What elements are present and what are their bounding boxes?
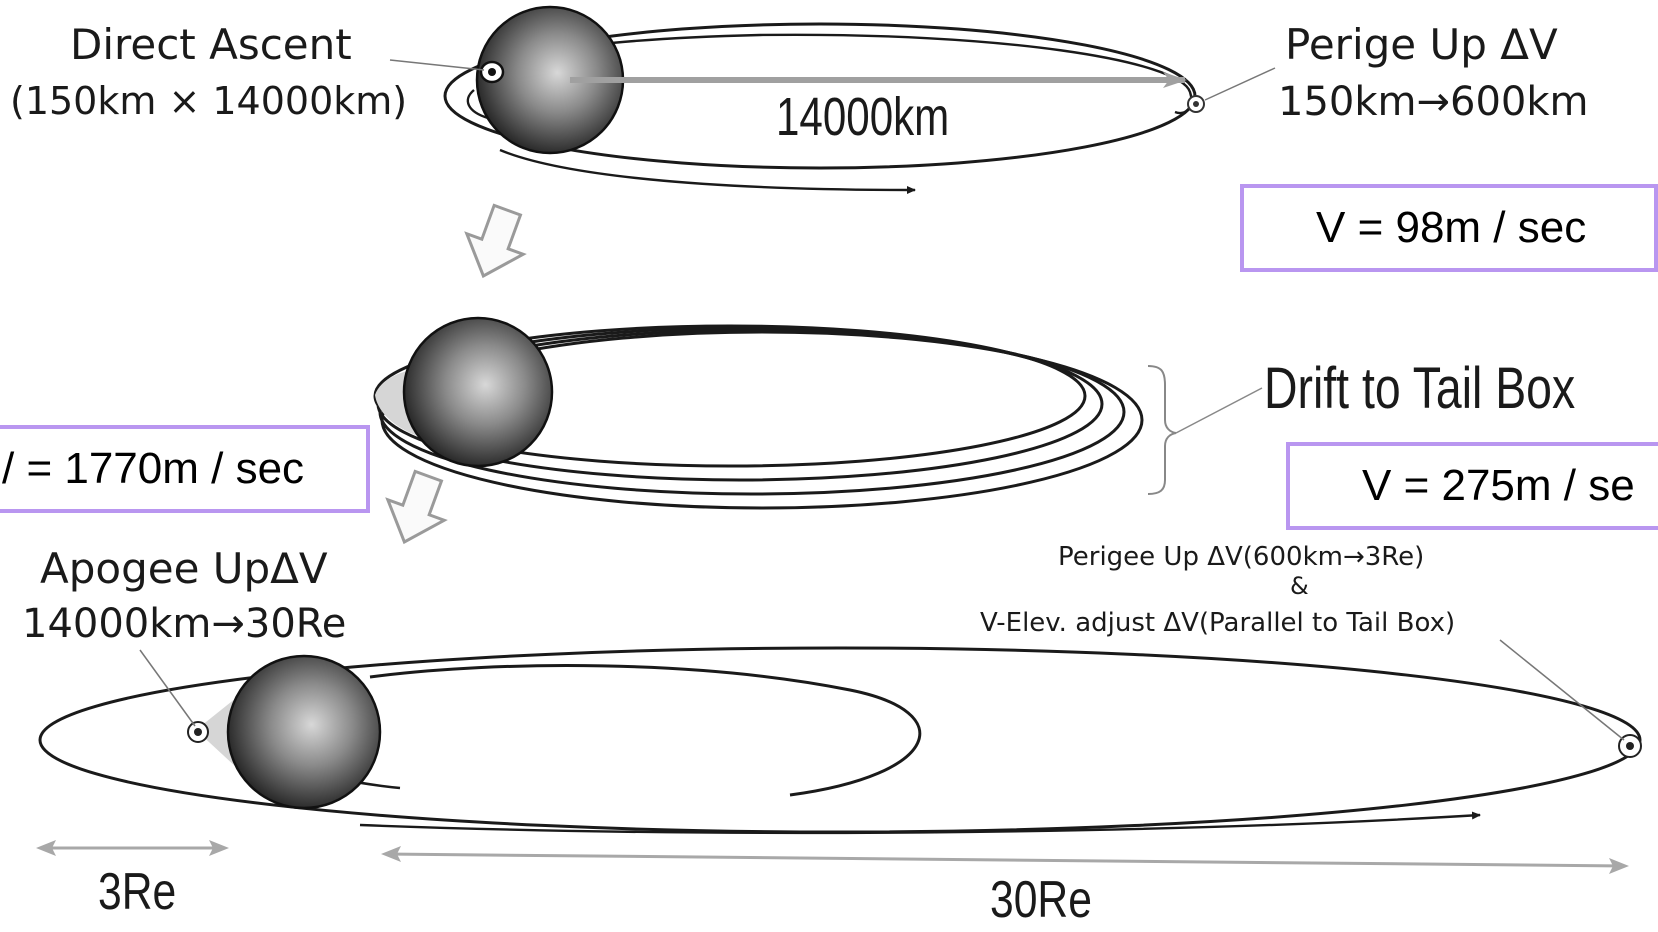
stage3-orbits bbox=[38, 639, 1642, 835]
drift-orbit-3 bbox=[378, 328, 1126, 496]
label-apogee-up-range: 14000km→30Re bbox=[22, 601, 347, 647]
scale-arrows bbox=[36, 840, 1629, 874]
label-apogee-up: Apogee UpΔV bbox=[40, 544, 328, 593]
spacecraft-marker-far-dot bbox=[1626, 742, 1634, 750]
earth-planet-2 bbox=[402, 316, 554, 468]
stage1-orbits bbox=[389, 5, 1276, 194]
transition-arrow-1 bbox=[464, 203, 527, 279]
label-direct-ascent: Direct Ascent bbox=[70, 20, 352, 69]
transition-arrow-2 bbox=[385, 469, 448, 545]
label-drift: Drift to Tail Box bbox=[1264, 356, 1576, 421]
label-scale-30re: 30Re bbox=[990, 871, 1092, 929]
apogee-up-leader bbox=[139, 649, 196, 727]
stage3-direction-arrow bbox=[359, 811, 1481, 835]
delta-v-275-text: V = 275m / se bbox=[1362, 461, 1635, 510]
label-perigee-up-line2: & bbox=[1290, 572, 1309, 600]
label-perigee-up-line1: Perigee Up ΔV(600km→3Re) bbox=[1058, 542, 1425, 572]
label-apogee-distance: 14000km bbox=[776, 87, 950, 147]
stage2-orbits bbox=[373, 316, 1263, 510]
scale-arrow-30re-left-head bbox=[381, 846, 401, 862]
scale-arrow-3re-left-head bbox=[36, 840, 56, 856]
spacecraft-marker-apogee-up-dot bbox=[194, 728, 202, 736]
stage1-direction-arrow bbox=[499, 148, 916, 194]
stage1-inner-orbit-left bbox=[466, 89, 489, 120]
drift-orbit-4 bbox=[380, 330, 1144, 510]
scale-arrow-30re bbox=[384, 852, 1626, 868]
drift-brace bbox=[1147, 365, 1177, 495]
delta-v-1770-text: / = 1770m / sec bbox=[2, 444, 305, 493]
delta-v-box-275: V = 275m / se bbox=[1286, 442, 1658, 530]
delta-v-box-98: V = 98m / sec bbox=[1240, 184, 1658, 272]
drift-orbit-1 bbox=[373, 324, 1087, 468]
direct-ascent-leader bbox=[389, 59, 485, 71]
perigee-up-leader bbox=[1499, 639, 1625, 741]
intermediate-orbit bbox=[369, 664, 922, 797]
delta-v-box-1770: / = 1770m / sec bbox=[0, 425, 370, 513]
spacecraft-marker-ascent-dot bbox=[488, 68, 496, 76]
scale-arrow-30re-right-head bbox=[1609, 858, 1629, 874]
label-perige-up: Perige Up ΔV bbox=[1285, 20, 1558, 69]
perige-up-leader bbox=[1204, 67, 1276, 101]
label-direct-ascent-orbit: (150km × 14000km) bbox=[10, 79, 408, 123]
label-perige-up-range: 150km→600km bbox=[1278, 79, 1589, 125]
label-scale-3re: 3Re bbox=[98, 863, 177, 921]
spacecraft-marker-perigee-dot bbox=[1193, 101, 1199, 107]
drift-leader bbox=[1175, 387, 1263, 434]
earth-planet-3 bbox=[226, 654, 382, 810]
scale-arrow-3re-right-head bbox=[209, 840, 229, 856]
label-perigee-up-line3: V-Elev. adjust ΔV(Parallel to Tail Box) bbox=[980, 608, 1456, 638]
delta-v-98-text: V = 98m / sec bbox=[1316, 203, 1587, 252]
